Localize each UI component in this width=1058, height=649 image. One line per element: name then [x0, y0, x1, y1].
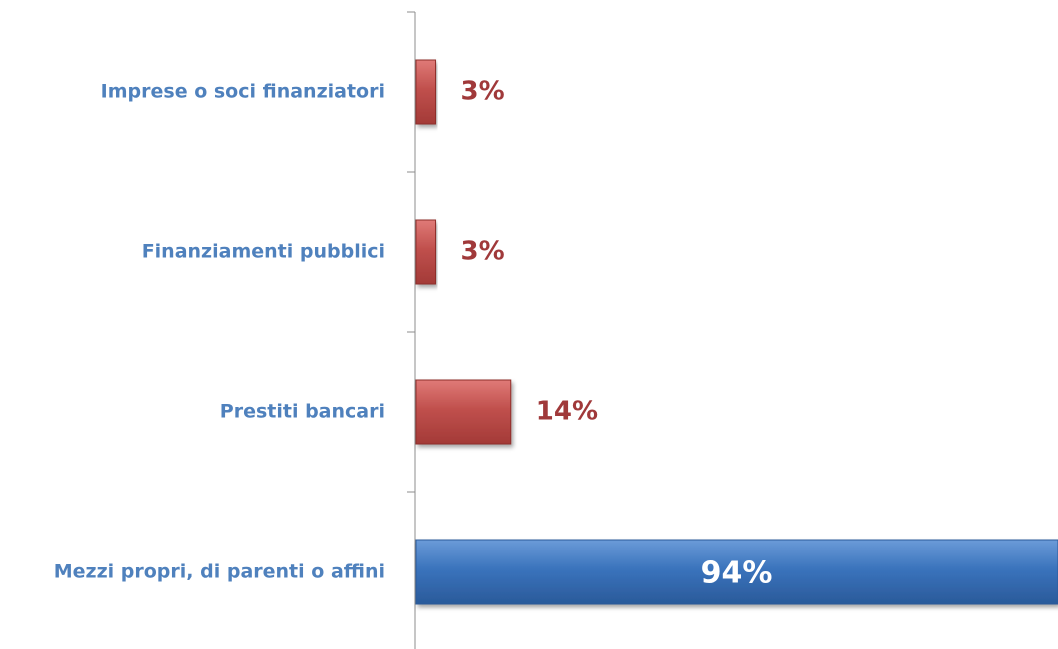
bar-imprese-o-soci-finanziatori: [415, 59, 437, 125]
axis-ticks: [407, 11, 415, 493]
data-label: 14%: [536, 397, 598, 427]
category-label: Imprese o soci finanziatori: [101, 81, 385, 103]
data-label: 94%: [701, 556, 773, 591]
bar-prestiti-bancari: [415, 379, 512, 445]
category-label: Prestiti bancari: [220, 401, 385, 423]
bar-finanziamenti-pubblici: [415, 219, 437, 285]
data-label: 3%: [461, 77, 505, 107]
bars: [415, 59, 1058, 605]
category-label: Mezzi propri, di parenti o affini: [54, 561, 385, 583]
category-label: Finanziamenti pubblici: [142, 241, 385, 263]
data-label: 3%: [461, 237, 505, 267]
bar-mezzi-propri-di-parenti-o-affini: [415, 539, 1058, 605]
category-labels: Imprese o soci finanziatori Finanziamenti…: [54, 81, 385, 583]
data-labels: 3% 3% 14% 94%: [461, 77, 773, 591]
